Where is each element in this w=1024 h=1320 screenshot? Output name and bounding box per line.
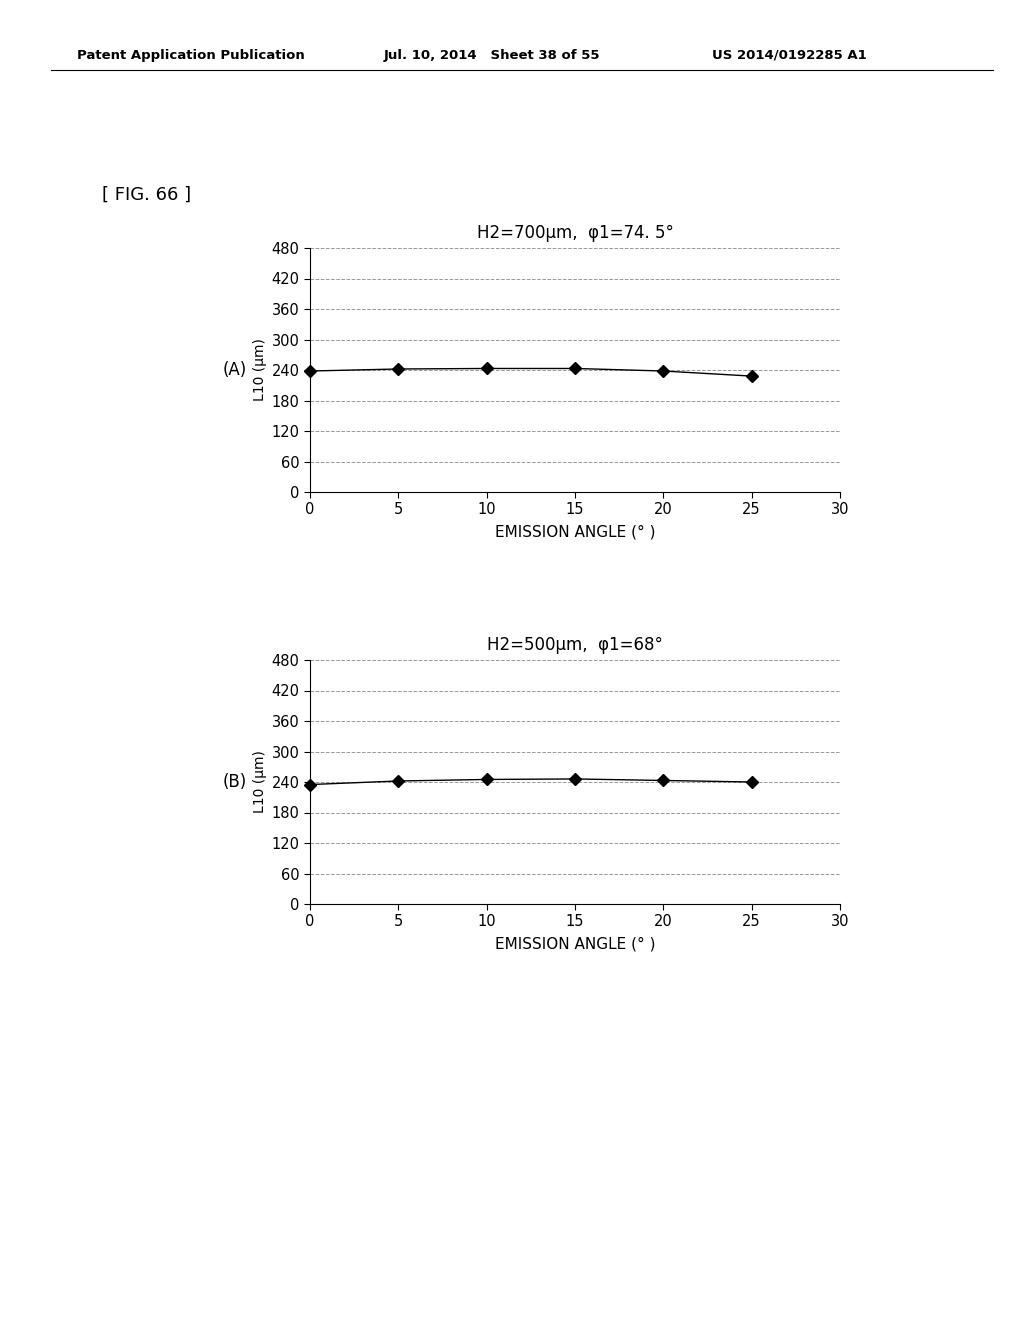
Title: H2=500μm,  φ1=68°: H2=500μm, φ1=68° [487, 636, 663, 655]
Text: (A): (A) [223, 360, 247, 379]
Text: [ FIG. 66 ]: [ FIG. 66 ] [102, 186, 191, 205]
Text: Jul. 10, 2014   Sheet 38 of 55: Jul. 10, 2014 Sheet 38 of 55 [384, 49, 600, 62]
X-axis label: EMISSION ANGLE (° ): EMISSION ANGLE (° ) [495, 936, 655, 952]
X-axis label: EMISSION ANGLE (° ): EMISSION ANGLE (° ) [495, 524, 655, 540]
Text: Patent Application Publication: Patent Application Publication [77, 49, 304, 62]
Y-axis label: L10 (μm): L10 (μm) [253, 338, 267, 401]
Title: H2=700μm,  φ1=74. 5°: H2=700μm, φ1=74. 5° [476, 224, 674, 243]
Text: US 2014/0192285 A1: US 2014/0192285 A1 [712, 49, 866, 62]
Y-axis label: L10 (μm): L10 (μm) [253, 751, 267, 813]
Text: (B): (B) [223, 774, 247, 791]
